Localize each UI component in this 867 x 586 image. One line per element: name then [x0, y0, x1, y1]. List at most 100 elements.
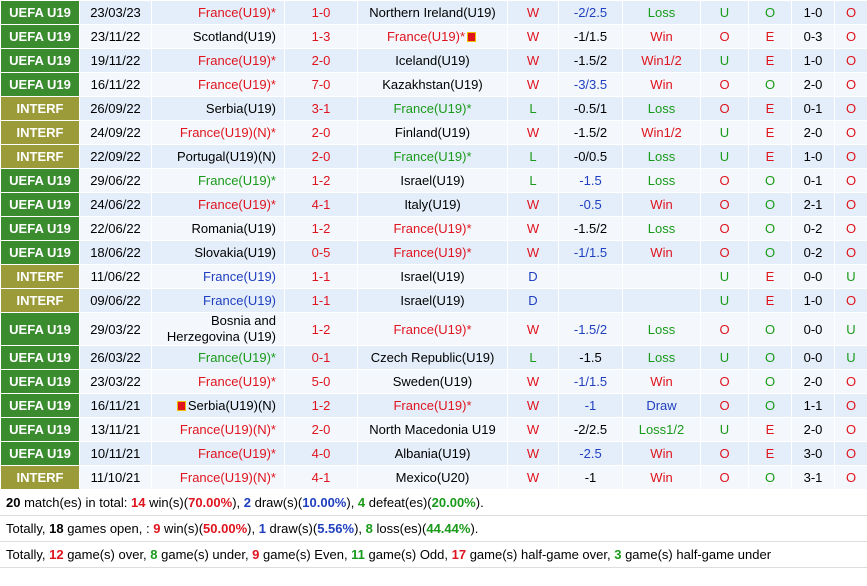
match-outcome-text: W	[526, 422, 540, 437]
home-team[interactable]: Scotland(U19)	[151, 24, 285, 49]
home-team[interactable]: France(U19)*	[151, 441, 285, 466]
home-team[interactable]: Romania(U19)	[151, 216, 285, 241]
away-team[interactable]: Israel(U19)	[357, 288, 508, 313]
handicap-result-text: Win1/2	[641, 53, 682, 68]
away-team[interactable]: France(U19)*	[357, 216, 508, 241]
table-row: UEFA U19 29/03/22 Bosnia and Herzegovina (…	[0, 312, 867, 346]
away-team[interactable]: France(U19)*	[357, 144, 508, 169]
match-score[interactable]: 3-1	[284, 96, 358, 121]
away-team[interactable]: Mexico(U20)	[357, 465, 508, 490]
match-score[interactable]: 1-3	[284, 24, 358, 49]
away-team[interactable]: Finland(U19)	[357, 120, 508, 145]
handicap-line: -0/0.5	[558, 144, 623, 169]
match-score[interactable]: 0-5	[284, 240, 358, 265]
competition-badge: UEFA U19	[0, 240, 80, 265]
away-team[interactable]: Sweden(U19)	[357, 369, 508, 394]
match-date: 22/06/22	[79, 216, 152, 241]
home-team[interactable]: France(U19)(N)*	[151, 417, 285, 442]
over-under-result-text: O	[719, 245, 730, 260]
match-score[interactable]: 0-1	[284, 345, 358, 370]
home-team[interactable]: France(U19)(N)*	[151, 465, 285, 490]
competition-badge: UEFA U19	[0, 48, 80, 73]
match-score[interactable]: 1-2	[284, 168, 358, 193]
over-under-result: U	[700, 417, 749, 442]
home-team[interactable]: France(U19)*	[151, 192, 285, 217]
match-score[interactable]: 1-2	[284, 312, 358, 346]
match-score[interactable]: 4-1	[284, 465, 358, 490]
half-time-over-under: O	[834, 24, 867, 49]
match-date-text: 10/11/21	[90, 446, 141, 461]
match-outcome-text: W	[526, 321, 540, 337]
away-team[interactable]: Northern Ireland(U19)	[357, 0, 508, 25]
match-score[interactable]: 4-1	[284, 192, 358, 217]
home-team[interactable]: Serbia(U19)	[151, 96, 285, 121]
odd-even-result: O	[748, 240, 792, 265]
match-score[interactable]: 1-2	[284, 216, 358, 241]
half-time-score-text: 0-0	[803, 321, 823, 337]
away-team[interactable]: Israel(U19)	[357, 264, 508, 289]
home-team[interactable]: France(U19)*	[151, 72, 285, 97]
away-team[interactable]: North Macedonia U19	[357, 417, 508, 442]
half-time-over-under: O	[834, 240, 867, 265]
match-score[interactable]: 1-1	[284, 264, 358, 289]
over-under-result: O	[700, 24, 749, 49]
home-team[interactable]: France(U19)	[151, 288, 285, 313]
match-results-table: UEFA U19 23/03/23 France(U19)* 1-0 Northern …	[0, 0, 867, 490]
away-team[interactable]: Albania(U19)	[357, 441, 508, 466]
over-under-result-text: U	[719, 53, 730, 68]
odd-even-result: O	[748, 345, 792, 370]
away-team[interactable]: France(U19)*	[357, 393, 508, 418]
match-score[interactable]: 4-0	[284, 441, 358, 466]
away-team[interactable]: Czech Republic(U19)	[357, 345, 508, 370]
over-under-result-text: O	[719, 446, 730, 461]
match-score[interactable]: 2-0	[284, 48, 358, 73]
home-team[interactable]: Slovakia(U19)	[151, 240, 285, 265]
half-time-over-under: O	[834, 96, 867, 121]
handicap-result-text: Loss	[647, 221, 676, 236]
away-team-text: Israel(U19)	[400, 269, 465, 284]
home-team[interactable]: France(U19)*	[151, 345, 285, 370]
match-score[interactable]: 1-0	[284, 0, 358, 25]
away-team[interactable]: Iceland(U19)	[357, 48, 508, 73]
match-outcome-text: D	[528, 269, 538, 284]
away-team[interactable]: Israel(U19)	[357, 168, 508, 193]
home-team[interactable]: France(U19)*	[151, 48, 285, 73]
match-date-text: 23/11/22	[90, 29, 141, 44]
match-score[interactable]: 2-0	[284, 120, 358, 145]
match-score[interactable]: 5-0	[284, 369, 358, 394]
match-score[interactable]: 1-1	[284, 288, 358, 313]
match-score[interactable]: 2-0	[284, 417, 358, 442]
handicap-line-text: -2/2.5	[573, 5, 608, 20]
competition-badge-text: UEFA U19	[9, 53, 71, 68]
away-team[interactable]: France(U19)*	[357, 24, 508, 49]
away-team[interactable]: France(U19)*	[357, 312, 508, 346]
odd-even-result: E	[748, 96, 792, 121]
handicap-line: -1.5/2	[558, 48, 623, 73]
handicap-line: -1.5/2	[558, 312, 623, 346]
home-team-text: France(U19)	[203, 293, 276, 308]
match-score-text: 1-3	[311, 29, 331, 44]
odd-even-result: E	[748, 120, 792, 145]
home-team[interactable]: Portugal(U19)(N)	[151, 144, 285, 169]
handicap-line: -1.5	[558, 168, 623, 193]
away-team[interactable]: France(U19)*	[357, 240, 508, 265]
home-team[interactable]: France(U19)	[151, 264, 285, 289]
home-team[interactable]: France(U19)*	[151, 0, 285, 25]
match-outcome-text: W	[526, 197, 540, 212]
away-team[interactable]: Kazakhstan(U19)	[357, 72, 508, 97]
away-team[interactable]: France(U19)*	[357, 96, 508, 121]
handicap-line-text: -2.5	[579, 446, 602, 461]
half-time-over-under-text: O	[845, 245, 857, 260]
half-time-over-under-text: O	[845, 470, 857, 485]
home-team[interactable]: France(U19)*	[151, 369, 285, 394]
home-team[interactable]: Bosnia and Herzegovina (U19)	[151, 312, 285, 346]
home-team[interactable]: France(U19)*	[151, 168, 285, 193]
match-score[interactable]: 1-2	[284, 393, 358, 418]
home-team[interactable]: Serbia(U19)(N)	[151, 393, 285, 418]
match-score[interactable]: 2-0	[284, 144, 358, 169]
competition-badge: UEFA U19	[0, 312, 80, 346]
home-team[interactable]: France(U19)(N)*	[151, 120, 285, 145]
match-score[interactable]: 7-0	[284, 72, 358, 97]
half-time-over-under-text: U	[846, 321, 856, 337]
away-team[interactable]: Italy(U19)	[357, 192, 508, 217]
